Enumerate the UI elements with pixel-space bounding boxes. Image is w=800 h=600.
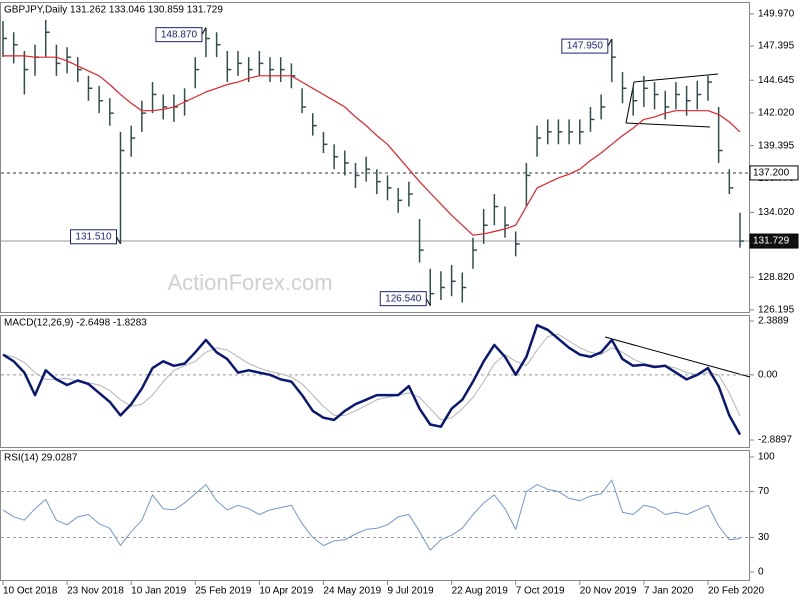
level-label-box — [749, 233, 799, 249]
y-tick-label: 0 — [758, 567, 764, 578]
x-tick-label: 24 May 2019 — [323, 586, 381, 597]
trend-line — [604, 336, 751, 378]
annotation-box — [379, 291, 427, 307]
channel-line — [625, 122, 711, 128]
level-label: 131.729 — [753, 236, 790, 247]
macd-panel — [0, 315, 750, 448]
y-tick-label: 126.195 — [758, 305, 795, 316]
x-tick-label: 20 Nov 2019 — [580, 586, 637, 597]
annotation-label: 126.540 — [385, 293, 422, 304]
annotation-pointer — [607, 38, 613, 47]
y-tick-label: 139.395 — [758, 140, 795, 151]
annotation-box — [155, 27, 203, 43]
y-tick-label: 30 — [758, 532, 770, 543]
x-tick-label: 7 Jan 2020 — [644, 586, 694, 597]
x-tick-label: 7 Oct 2019 — [516, 586, 565, 597]
annotation-box — [561, 38, 609, 54]
y-tick-label: 134.020 — [758, 207, 795, 218]
y-tick-label: 100 — [758, 452, 775, 463]
annotation-label: 147.950 — [567, 41, 604, 52]
y-tick-label: 2.3889 — [758, 316, 789, 327]
y-tick-label: 144.645 — [758, 75, 795, 86]
y-tick-label: 128.820 — [758, 272, 795, 283]
x-tick-label: 23 Nov 2018 — [67, 586, 124, 597]
annotation-label: 131.510 — [75, 231, 112, 242]
x-tick-label: 10 Apr 2019 — [259, 586, 313, 597]
y-tick-label: 0.00 — [758, 369, 778, 380]
x-tick-label: 25 Feb 2019 — [195, 586, 252, 597]
watermark: ActionForex.com — [167, 270, 332, 295]
y-tick-label: -2.8897 — [758, 435, 792, 446]
price-panel — [0, 2, 750, 313]
y-tick-label: 147.395 — [758, 41, 795, 52]
price-title: GBPJPY,Daily 131.262 133.046 130.859 131… — [4, 5, 223, 16]
indicator-line — [3, 55, 741, 236]
level-label: 137.200 — [753, 168, 790, 179]
x-tick-label: 10 Jan 2019 — [131, 586, 186, 597]
indicator-line — [2, 323, 742, 436]
y-tick-label: 149.970 — [758, 9, 795, 20]
annotation-pointer — [201, 27, 207, 35]
annotation-box — [69, 229, 117, 245]
y-tick-label: 70 — [758, 486, 770, 497]
y-tick-label: 142.020 — [758, 108, 795, 119]
x-tick-label: 10 Oct 2018 — [3, 586, 58, 597]
annotation-pointer — [116, 236, 121, 245]
x-tick-label: 20 Feb 2020 — [708, 586, 765, 597]
x-tick-label: 9 Jul 2019 — [388, 586, 435, 597]
rsi-title: RSI(14) 29.0287 — [4, 453, 78, 464]
rsi-panel — [0, 450, 750, 581]
channel-line — [633, 73, 719, 83]
level-label-box — [749, 165, 799, 181]
macd-title: MACD(12,26,9) -2.6498 -1.8283 — [4, 318, 147, 329]
annotation-label: 148.870 — [161, 29, 198, 40]
indicator-line — [2, 479, 741, 551]
x-tick-label: 22 Aug 2019 — [452, 586, 509, 597]
annotation-pointer — [425, 298, 431, 306]
